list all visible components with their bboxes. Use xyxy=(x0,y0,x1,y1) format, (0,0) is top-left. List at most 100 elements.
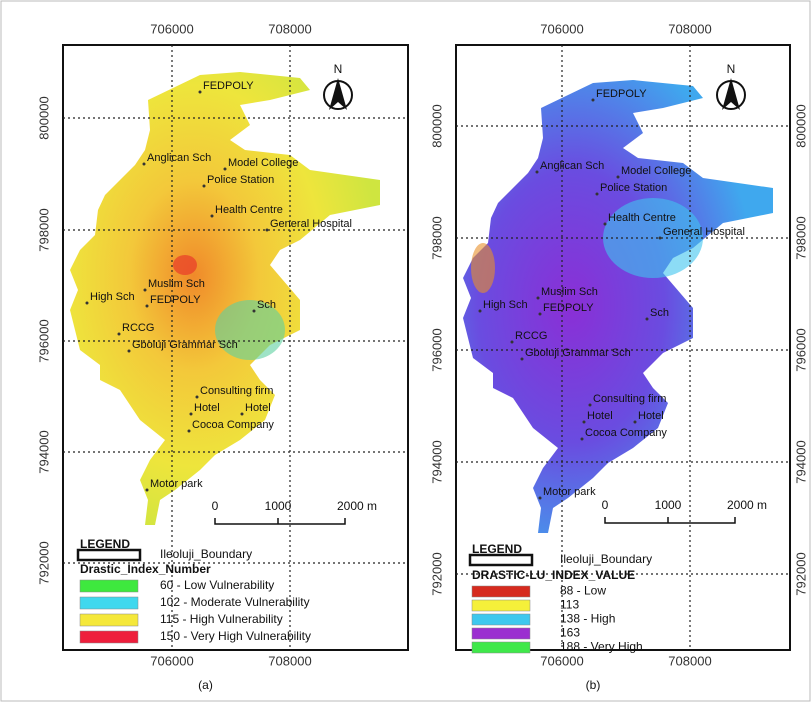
scale-label: 0 xyxy=(212,499,219,513)
place-label: Anglican Sch xyxy=(147,152,211,164)
place-marker xyxy=(196,396,199,399)
low-zone xyxy=(471,243,495,293)
legend-swatch xyxy=(472,614,530,625)
y-tick-label: 796000 xyxy=(793,328,808,371)
place-label: Muslim Sch xyxy=(148,278,205,290)
y-tick-label: 800000 xyxy=(429,104,444,147)
place-marker xyxy=(521,358,524,361)
place-label: General Hospital xyxy=(663,226,745,238)
place-marker xyxy=(266,229,269,232)
place-marker xyxy=(646,318,649,321)
place-marker xyxy=(188,430,191,433)
place-marker xyxy=(511,341,514,344)
figure: 706000 706000 708000 708000 800000 798000 7960… xyxy=(0,0,811,702)
place-marker xyxy=(581,438,584,441)
place-label: Gboluji Grammar Sch xyxy=(132,339,238,351)
legend-swatch xyxy=(80,580,138,592)
place-label: RCCG xyxy=(122,322,154,334)
place-marker xyxy=(634,421,637,424)
place-marker xyxy=(199,91,202,94)
place-label: Anglican Sch xyxy=(540,160,604,172)
legend-heading: DRASTIC-LU_INDEX_VALUE xyxy=(472,568,635,582)
legend-swatch xyxy=(80,614,138,626)
legend-boundary-label: Ileoluji_Boundary xyxy=(560,552,652,566)
place-label: FEDPOLY xyxy=(543,302,594,314)
scale-label: 2000 m xyxy=(337,499,377,513)
place-marker xyxy=(146,305,149,308)
place-marker xyxy=(143,163,146,166)
place-marker xyxy=(241,413,244,416)
x-tick-label: 706000 xyxy=(150,21,193,36)
y-tick-label: 798000 xyxy=(429,216,444,259)
legend-swatch xyxy=(472,628,530,639)
place-marker xyxy=(118,333,121,336)
legend-heading: Drastic_Index_Number xyxy=(80,562,211,576)
place-marker xyxy=(144,289,147,292)
place-marker xyxy=(253,310,256,313)
place-label: High Sch xyxy=(90,291,135,303)
place-marker xyxy=(539,497,542,500)
place-marker xyxy=(224,168,227,171)
legend-swatch xyxy=(472,642,530,653)
legend-swatch xyxy=(80,631,138,643)
legend-label: 163 xyxy=(560,626,580,640)
place-marker xyxy=(592,99,595,102)
place-label: Sch xyxy=(650,307,669,319)
y-tick-label: 792000 xyxy=(36,541,51,584)
scale-label: 0 xyxy=(602,498,609,512)
place-label: Police Station xyxy=(600,182,667,194)
place-marker xyxy=(659,237,662,240)
place-marker xyxy=(479,310,482,313)
legend-label: 150 - Very High Vulnerability xyxy=(160,629,311,643)
place-marker xyxy=(617,176,620,179)
legend-label: 138 - High xyxy=(560,612,615,626)
x-tick-label: 708000 xyxy=(668,21,711,36)
legend-label: 188 - Very High xyxy=(560,640,643,654)
place-label: RCCG xyxy=(515,330,547,342)
y-tick-label: 796000 xyxy=(36,319,51,362)
place-label: FEDPOLY xyxy=(203,80,254,92)
place-label: Cocoa Company xyxy=(585,427,667,439)
legend-boundary-label: Ileoluji_Boundary xyxy=(160,547,252,561)
place-label: Health Centre xyxy=(215,204,283,216)
place-label: Model College xyxy=(621,165,691,177)
x-tick-label: 706000 xyxy=(150,653,193,668)
place-label: Health Centre xyxy=(608,212,676,224)
place-marker xyxy=(539,313,542,316)
place-label: Muslim Sch xyxy=(541,286,598,298)
place-label: Police Station xyxy=(207,174,274,186)
page: 706000 706000 708000 708000 800000 798000 7960… xyxy=(0,0,811,702)
y-tick-label: 792000 xyxy=(429,552,444,595)
scale-label: 1000 xyxy=(265,499,292,513)
place-label: Cocoa Company xyxy=(192,419,274,431)
x-tick-label: 708000 xyxy=(268,21,311,36)
x-tick-label: 706000 xyxy=(540,21,583,36)
place-label: Hotel xyxy=(245,402,271,414)
place-marker xyxy=(146,489,149,492)
place-marker xyxy=(536,171,539,174)
place-label: Hotel xyxy=(638,410,664,422)
place-label: Sch xyxy=(257,299,276,311)
north-label: N xyxy=(334,62,343,76)
scale-label: 2000 m xyxy=(727,498,767,512)
y-tick-label: 798000 xyxy=(36,208,51,251)
y-tick-label: 800000 xyxy=(793,104,808,147)
y-tick-label: 800000 xyxy=(36,96,51,139)
legend-label: 115 - High Vulnerability xyxy=(160,612,283,626)
y-tick-label: 792000 xyxy=(793,552,808,595)
place-label: FEDPOLY xyxy=(596,88,647,100)
legend-label: 102 - Moderate Vulnerability xyxy=(160,595,310,609)
place-marker xyxy=(190,413,193,416)
x-tick-label: 706000 xyxy=(540,653,583,668)
y-tick-label: 798000 xyxy=(793,216,808,259)
place-label: Consulting firm xyxy=(200,385,273,397)
place-marker xyxy=(86,302,89,305)
place-marker xyxy=(211,215,214,218)
place-label: Hotel xyxy=(587,410,613,422)
place-marker xyxy=(596,193,599,196)
place-label: Model College xyxy=(228,157,298,169)
legend-label: 88 - Low xyxy=(560,584,606,598)
x-tick-label: 708000 xyxy=(268,653,311,668)
scale-label: 1000 xyxy=(655,498,682,512)
place-marker xyxy=(128,350,131,353)
